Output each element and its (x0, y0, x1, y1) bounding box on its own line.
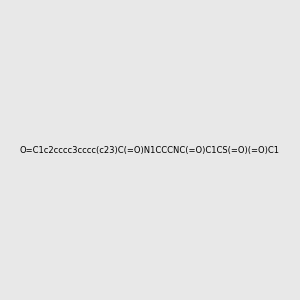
Text: O=C1c2cccc3cccc(c23)C(=O)N1CCCNC(=O)C1CS(=O)(=O)C1: O=C1c2cccc3cccc(c23)C(=O)N1CCCNC(=O)C1CS… (20, 146, 280, 154)
